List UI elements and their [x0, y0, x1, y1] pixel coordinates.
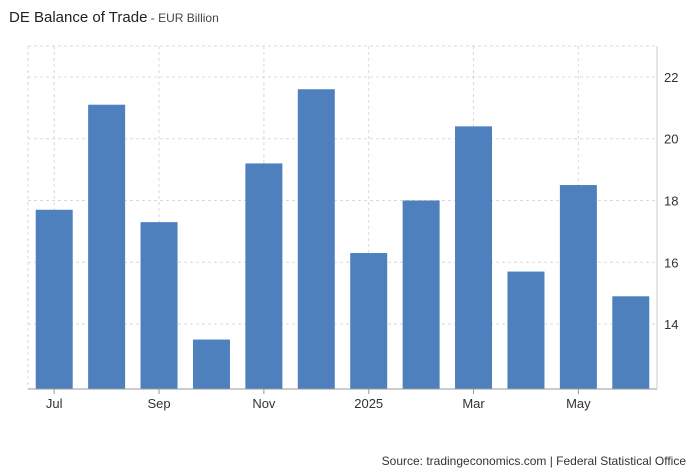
source-attribution: Source: tradingeconomics.com | Federal S…: [381, 454, 686, 468]
bars: [35, 89, 650, 390]
bar: [35, 209, 73, 389]
y-tick-label: 18: [664, 194, 678, 209]
bar: [612, 296, 650, 389]
bar: [88, 104, 126, 390]
grid-lines: [27, 45, 657, 389]
bar: [559, 185, 597, 389]
bar: [192, 339, 230, 389]
y-tick-label: 16: [664, 255, 678, 270]
x-tick-label: 2025: [354, 396, 383, 411]
bar: [402, 200, 440, 389]
y-axis: 14 16 18 20 22: [656, 46, 678, 389]
bar: [455, 126, 493, 389]
x-tick-label: May: [566, 396, 591, 411]
bar: [140, 222, 178, 389]
y-tick-label: 20: [664, 132, 678, 147]
bar: [245, 163, 283, 389]
x-tick-label: Sep: [147, 396, 170, 411]
x-tick-label: Jul: [46, 396, 63, 411]
chart-subtitle: EUR Billion: [158, 11, 219, 25]
y-tick-label: 14: [664, 317, 678, 332]
bar: [350, 253, 388, 389]
title-separator: -: [147, 11, 159, 25]
y-tick-label: 22: [664, 70, 678, 85]
bar: [297, 89, 335, 389]
x-axis: Jul Sep Nov 2025 Mar May: [28, 388, 657, 411]
x-tick-label: Mar: [462, 396, 485, 411]
x-tick-label: Nov: [252, 396, 276, 411]
bar: [507, 271, 545, 389]
chart-title: DE Balance of Trade: [9, 9, 148, 26]
chart-title-block: DE Balance of Trade - EUR Billion: [9, 9, 219, 27]
